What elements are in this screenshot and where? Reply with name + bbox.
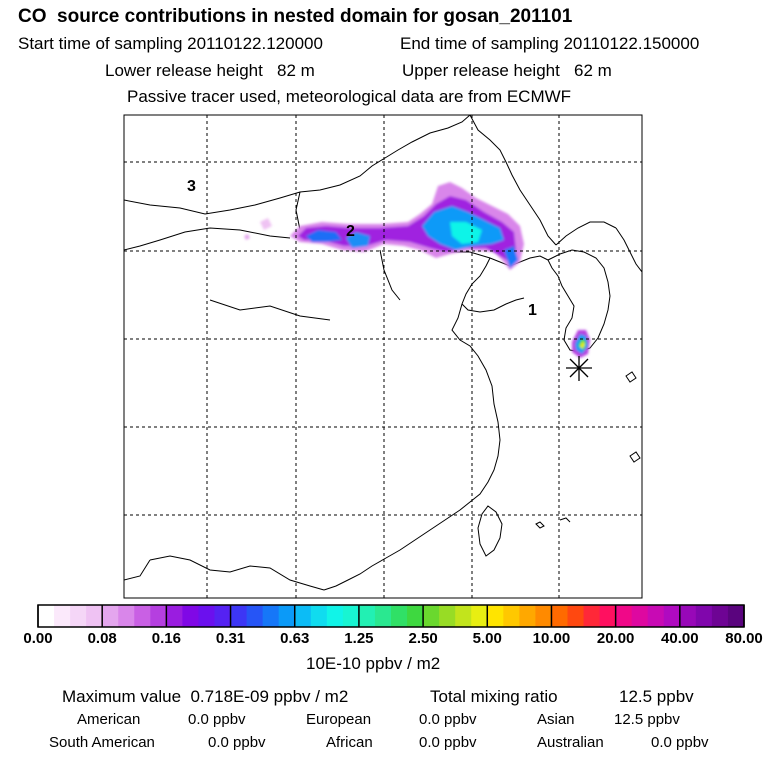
colorbar-cell [599, 605, 617, 627]
colorbar-cell [198, 605, 216, 627]
colorbar-cell [102, 605, 119, 627]
colorbar-tick-label: 5.00 [472, 630, 502, 647]
colorbar-cell [134, 605, 151, 627]
colorbar-cell [342, 605, 360, 627]
colorbar-tick-label: 0.00 [23, 630, 53, 647]
colorbar-tick-label: 0.08 [87, 630, 117, 647]
colorbar-cell [695, 605, 713, 627]
chart-title: CO source contributions in nested domain… [18, 6, 573, 27]
region-south-american-value: 0.0 ppbv [208, 734, 266, 751]
colorbar-cell [230, 605, 248, 627]
upper-release-label: Upper release height 62 m [402, 61, 612, 80]
receptor-star-icon [566, 356, 592, 381]
colorbar-cell [166, 605, 184, 627]
colorbar-cell [679, 605, 697, 627]
coastlines [124, 115, 642, 591]
colorbar-tick-label: 2.50 [408, 630, 438, 647]
colorbar-tick-label: 40.00 [661, 630, 699, 647]
colorbar-cell [535, 605, 553, 627]
colorbar-cell [583, 605, 601, 627]
colorbar-cell [407, 605, 424, 627]
colorbar-tick-label: 0.63 [280, 630, 310, 647]
start-time-label: Start time of sampling 20110122.120000 [18, 34, 323, 53]
total-mixing-label: Total mixing ratio [430, 687, 558, 706]
region-asian-value: 12.5 ppbv [614, 711, 680, 728]
colorbar-cell [246, 605, 264, 627]
region-asian-name: Asian [537, 711, 575, 728]
colorbar-cell [374, 605, 392, 627]
colorbar [37, 604, 745, 628]
colorbar-cell [487, 605, 504, 627]
colorbar-cell [358, 605, 376, 627]
region-south-american-name: South American [49, 734, 155, 751]
region-american-name: American [77, 711, 141, 728]
colorbar-cell [567, 605, 585, 627]
lower-release-label: Lower release height 82 m [105, 61, 315, 80]
region-european-name: European [306, 711, 372, 728]
colorbar-cell [294, 605, 312, 627]
colorbar-cell [631, 605, 649, 627]
colorbar-cell [262, 605, 280, 627]
colorbar-cell [391, 605, 408, 627]
region-african-name: African [326, 734, 373, 751]
region-african-value: 0.0 ppbv [419, 734, 477, 751]
region-label-2: 2 [346, 223, 355, 240]
colorbar-cell [663, 605, 681, 627]
colorbar-cell [711, 605, 729, 627]
colorbar-cell [150, 605, 167, 627]
map-background [124, 115, 642, 598]
region-label-3: 3 [187, 178, 196, 195]
colorbar-cell [214, 605, 232, 627]
colorbar-tick-label: 10.00 [532, 630, 571, 647]
colorbar-cell [118, 605, 135, 627]
colorbar-tick-label: 0.16 [151, 630, 181, 647]
colorbar-tick-label: 80.00 [725, 630, 763, 647]
map-canvas: 3 2 1 [123, 114, 643, 599]
colorbar-cell [70, 605, 87, 627]
colorbar-tick-label: 1.25 [344, 630, 374, 647]
colorbar-cell [727, 605, 745, 627]
end-time-label: End time of sampling 20110122.150000 [400, 34, 700, 53]
colorbar-cell [326, 605, 344, 627]
colorbar-cell [310, 605, 328, 627]
map-frame [123, 114, 643, 599]
colorbar-cell [551, 605, 569, 627]
tracer-plume [244, 182, 590, 358]
tracer-note: Passive tracer used, meteorological data… [127, 87, 572, 106]
total-mixing-value: 12.5 ppbv [619, 687, 694, 706]
colorbar-unit: 10E-10 ppbv / m2 [306, 654, 441, 673]
colorbar-cell [423, 605, 440, 627]
colorbar-cell [86, 605, 103, 627]
maximum-value: Maximum value 0.718E-09 ppbv / m2 [62, 687, 349, 706]
colorbar-cell [455, 605, 472, 627]
colorbar-cell [519, 605, 537, 627]
colorbar-cell [647, 605, 665, 627]
colorbar-cell [471, 605, 488, 627]
region-american-value: 0.0 ppbv [188, 711, 246, 728]
region-label-1: 1 [528, 302, 537, 319]
colorbar-tick-label: 0.31 [215, 630, 246, 647]
colorbar-cell [182, 605, 200, 627]
colorbar-cell [278, 605, 296, 627]
region-european-value: 0.0 ppbv [419, 711, 477, 728]
colorbar-cell [38, 605, 55, 627]
lat-lon-grid [124, 115, 642, 598]
colorbar-cell [615, 605, 633, 627]
colorbar-cell [503, 605, 520, 627]
colorbar-cell [54, 605, 71, 627]
colorbar-cell [439, 605, 456, 627]
region-australian-name: Australian [537, 734, 604, 751]
region-australian-value: 0.0 ppbv [651, 734, 709, 751]
colorbar-tick-label: 20.00 [596, 630, 635, 647]
